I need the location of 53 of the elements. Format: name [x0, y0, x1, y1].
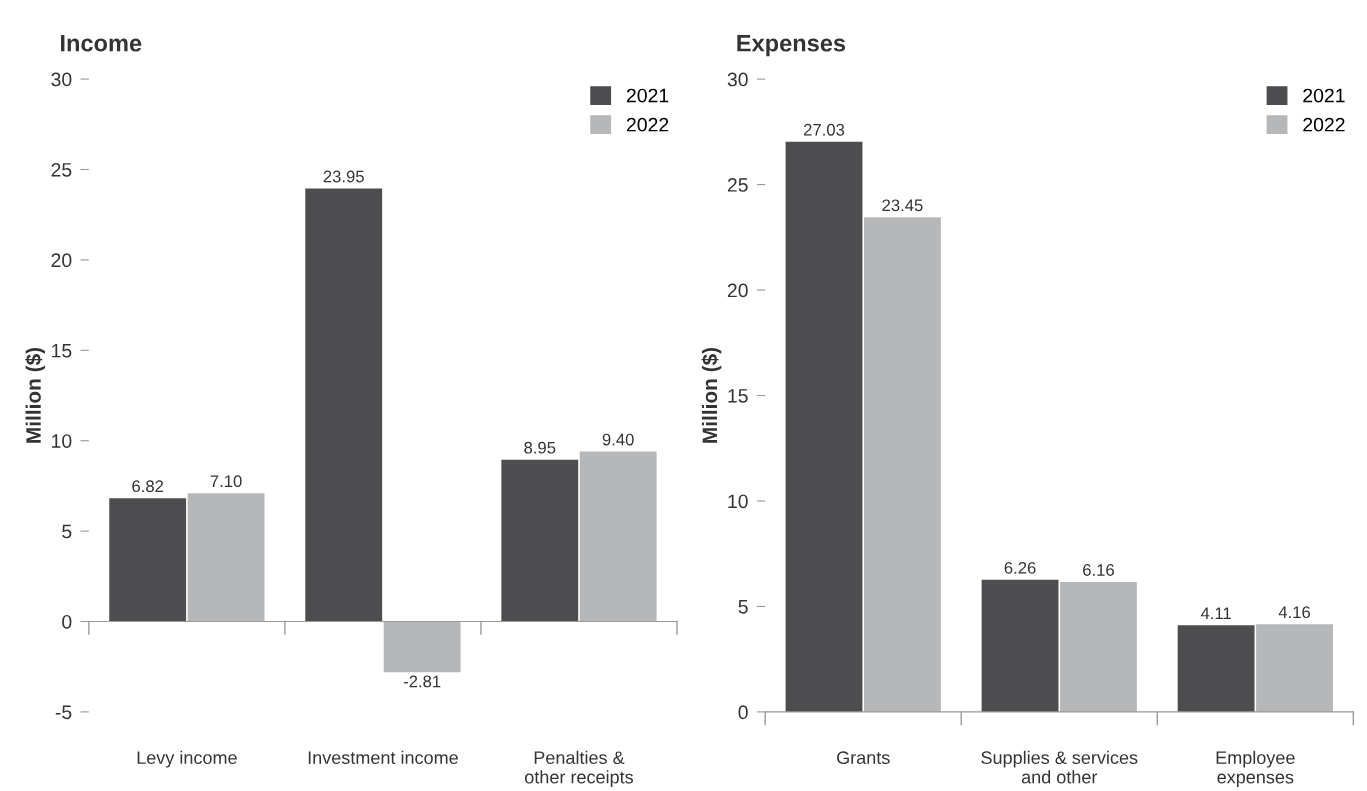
- bar: [579, 451, 657, 622]
- data-label: 8.95: [524, 441, 556, 454]
- data-label: 6.26: [1004, 561, 1036, 574]
- bar: [1060, 581, 1137, 712]
- y-tick-label: 10: [728, 494, 748, 509]
- y-tick-label: 25: [51, 162, 72, 177]
- y-tick-label: 30: [51, 72, 72, 87]
- bar: [785, 141, 863, 712]
- data-label: 4.11: [1200, 607, 1231, 619]
- bar: [501, 459, 579, 622]
- y-tick-label: -5: [55, 705, 72, 720]
- data-label: 9.40: [602, 433, 634, 446]
- bar: [305, 188, 383, 622]
- data-label: 23.95: [323, 170, 364, 183]
- x-tick-label: Penalties & other receipts: [525, 750, 634, 788]
- legend-label: 2022: [626, 117, 669, 132]
- x-tick-label: Grants: [837, 751, 890, 765]
- chart-title: Income: [61, 35, 142, 52]
- data-label: 6.16: [1083, 564, 1114, 576]
- y-tick-label: 25: [727, 178, 748, 192]
- bar: [383, 621, 461, 673]
- x-tick-label: Levy income: [137, 750, 237, 768]
- y-tick-label: 0: [738, 705, 748, 720]
- bar: [981, 579, 1059, 712]
- bar: [1177, 625, 1255, 712]
- data-label: 4.16: [1278, 606, 1311, 619]
- x-tick-label: Supplies & services and other: [981, 750, 1138, 784]
- bar: [864, 217, 941, 712]
- y-tick-label: 20: [51, 253, 72, 268]
- bar: [109, 498, 187, 622]
- chart-title: Expenses: [737, 35, 846, 57]
- legend-label: 2022: [1303, 117, 1345, 132]
- y-tick-label: 15: [728, 389, 748, 403]
- y-tick-label: 20: [727, 283, 748, 298]
- data-label: -2.81: [403, 675, 441, 688]
- y-tick-label: 0: [62, 614, 72, 629]
- x-tick-label: Employee expenses: [1216, 750, 1295, 788]
- y-tick-label: 15: [52, 343, 72, 358]
- data-label: 23.45: [882, 199, 923, 212]
- y-tick-label: 30: [727, 72, 748, 87]
- data-label: 27.03: [804, 123, 845, 136]
- legend-label: 2021: [1303, 88, 1345, 103]
- bar: [1256, 624, 1333, 712]
- data-label: 7.10: [210, 475, 242, 488]
- y-tick-label: 10: [52, 434, 72, 448]
- y-axis-title: Million ($): [701, 347, 722, 443]
- legend-label: 2021: [626, 88, 669, 103]
- y-axis-title: Million ($): [25, 347, 46, 443]
- y-tick-label: 5: [738, 600, 748, 614]
- data-label: 6.82: [132, 480, 164, 493]
- bar: [187, 493, 265, 622]
- x-tick-label: Investment income: [308, 750, 458, 765]
- y-tick-label: 5: [62, 524, 72, 539]
